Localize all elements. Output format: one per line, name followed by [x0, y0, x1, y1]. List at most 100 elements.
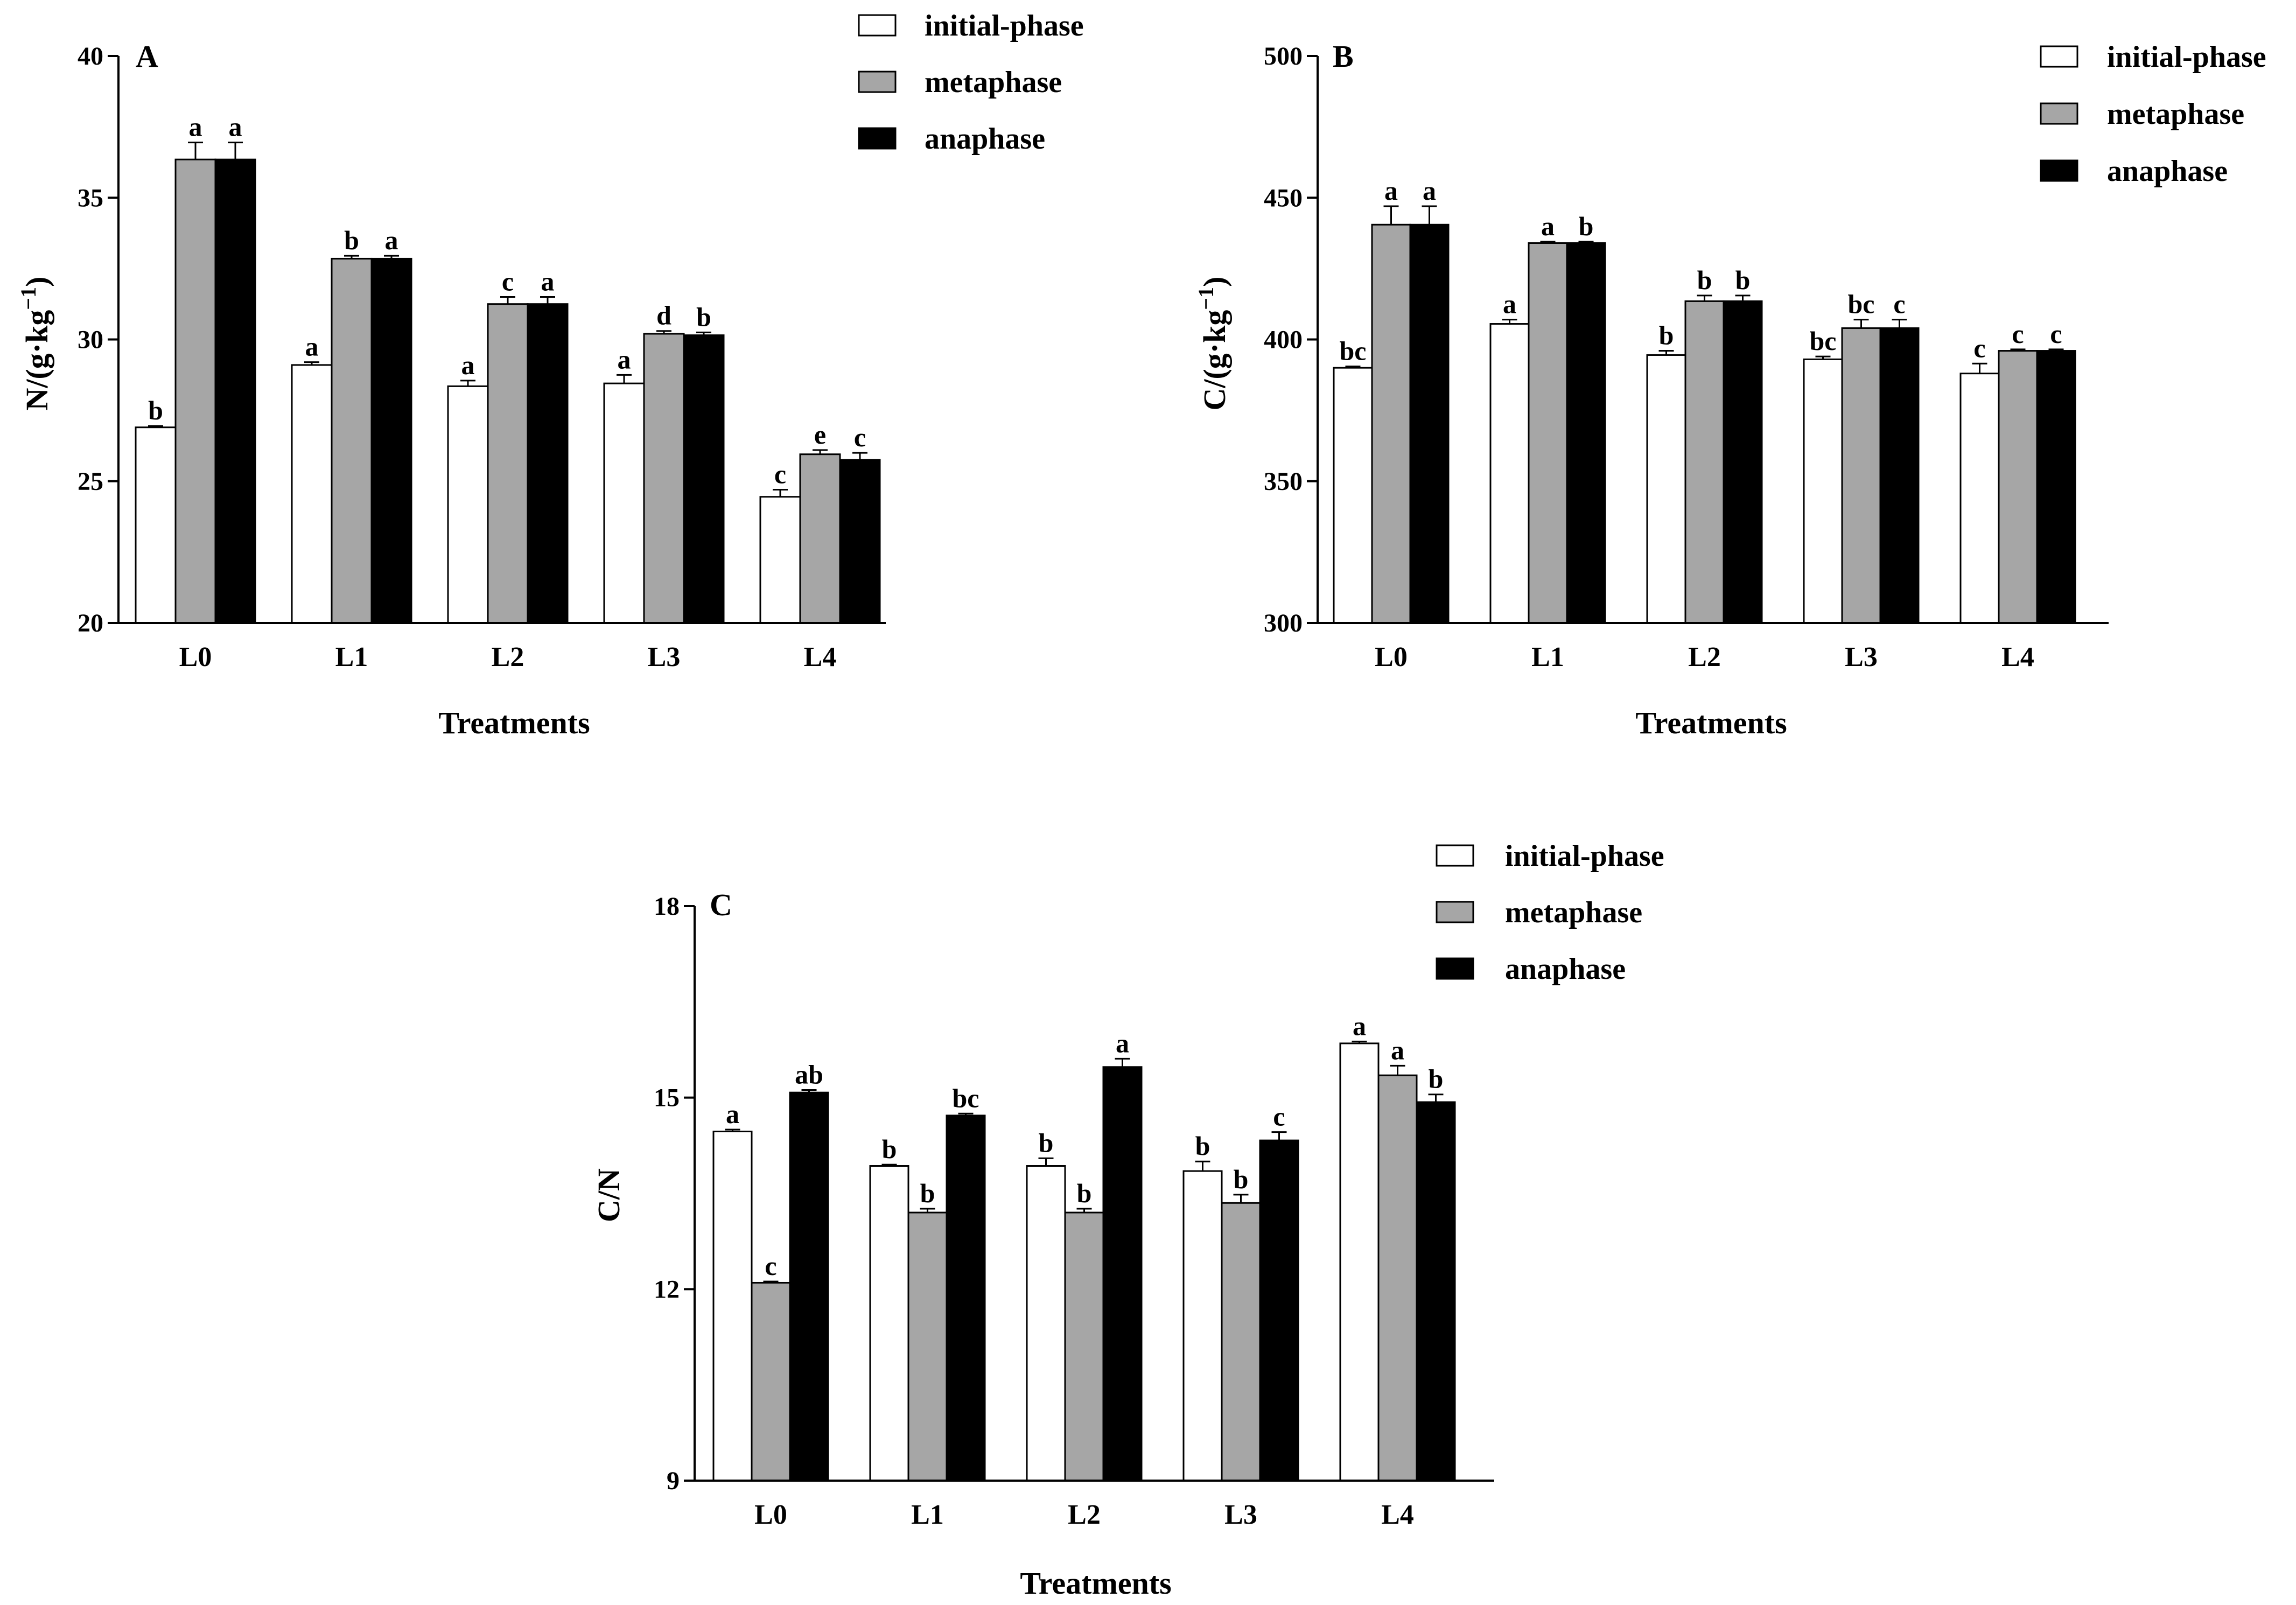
- y-tick-label: 20: [78, 609, 103, 637]
- significance-label-metaphase-L4: c: [2012, 319, 2024, 349]
- y-tick-label: 450: [1264, 184, 1303, 212]
- panel-b-y-axis-title: C/(g·kg−1): [1194, 276, 1232, 410]
- legend-label-initial-phase: initial-phase: [1505, 839, 1664, 873]
- bar-metaphase-L1: [331, 257, 373, 624]
- bar-metaphase-L3: [643, 333, 685, 624]
- significance-label-anaphase-L0: a: [1423, 176, 1436, 206]
- significance-label-initial-phase-L2: b: [1039, 1127, 1054, 1158]
- panel-b-y-title-main: C/(g·kg: [1197, 310, 1232, 411]
- significance-label-metaphase-L0: a: [189, 112, 202, 142]
- bar-metaphase-L3: [1221, 1202, 1261, 1482]
- bar-initial-phase-L0: [135, 426, 177, 624]
- bar-metaphase-L4: [799, 453, 841, 624]
- significance-label-metaphase-L3: bc: [1848, 289, 1875, 319]
- bar-initial-phase-L1: [869, 1165, 909, 1482]
- bar-initial-phase-L0: [1333, 367, 1373, 624]
- significance-label-anaphase-L2: a: [541, 267, 555, 297]
- significance-label-anaphase-L1: bc: [953, 1083, 979, 1113]
- significance-label-metaphase-L4: e: [814, 419, 826, 450]
- significance-label-initial-phase-L0: b: [148, 395, 163, 425]
- legend-label-metaphase: metaphase: [1505, 896, 1642, 929]
- panel-c-ticks: 9 12 15 18 L0 L1 L2 L3 L4: [654, 892, 1414, 1530]
- panel-a-legend: initial-phase metaphase anaphase: [858, 9, 1084, 156]
- significance-label-anaphase-L2: b: [1735, 265, 1751, 295]
- bar-metaphase-L0: [174, 158, 216, 624]
- y-tick-label: 12: [654, 1275, 680, 1303]
- significance-label-initial-phase-L3: a: [618, 344, 631, 374]
- y-tick-label: 40: [78, 42, 103, 71]
- significance-label-initial-phase-L2: b: [1659, 320, 1674, 351]
- bar-metaphase-L1: [907, 1211, 948, 1482]
- legend-label-anaphase: anaphase: [1505, 952, 1626, 986]
- bar-anaphase-L2: [527, 303, 569, 624]
- panel-a-axes: [117, 56, 886, 624]
- y-tick-label: 15: [654, 1084, 680, 1112]
- panel-a-y-title-sup: −1: [16, 287, 40, 310]
- bar-initial-phase-L2: [1646, 354, 1686, 624]
- significance-label-metaphase-L1: a: [1541, 211, 1555, 241]
- panel-c-y-title-main: C/N: [591, 1168, 626, 1222]
- significance-label-initial-phase-L3: b: [1195, 1131, 1210, 1161]
- bar-initial-phase-L4: [759, 496, 801, 624]
- x-tick-label-L0: L0: [754, 1499, 787, 1530]
- bar-anaphase-L0: [1409, 223, 1450, 624]
- y-tick-label: 350: [1264, 467, 1303, 496]
- x-tick-label-L3: L3: [648, 642, 681, 672]
- significance-label-initial-phase-L3: bc: [1810, 326, 1837, 356]
- legend-label-initial-phase: initial-phase: [2107, 40, 2266, 74]
- panel-b-y-title-tail: ): [1197, 276, 1232, 286]
- legend-swatch-initial-phase: [2040, 45, 2078, 68]
- legend-swatch-initial-phase: [858, 14, 897, 37]
- significance-label-metaphase-L4: a: [1391, 1035, 1404, 1065]
- panel-a-x-axis-title: Treatments: [438, 705, 590, 740]
- x-tick-label-L1: L1: [335, 642, 368, 672]
- significance-label-metaphase-L1: b: [344, 225, 359, 255]
- panel-b-legend: initial-phase metaphase anaphase: [2040, 40, 2266, 188]
- legend-label-metaphase: metaphase: [2107, 97, 2244, 131]
- bar-anaphase-L3: [1259, 1139, 1299, 1482]
- x-tick-label-L4: L4: [1381, 1499, 1414, 1530]
- x-tick-label-L2: L2: [1068, 1499, 1101, 1530]
- bar-initial-phase-L1: [291, 364, 333, 624]
- panel-a-ticks: 20 25 30 35 40 L0 L1 L2 L3 L4: [78, 42, 836, 672]
- bar-anaphase-L1: [370, 257, 412, 624]
- bar-anaphase-L2: [1102, 1066, 1143, 1482]
- significance-label-anaphase-L1: a: [385, 225, 398, 255]
- legend-swatch-metaphase: [1436, 901, 1474, 923]
- panel-a-bars: ba aab aac aad bce c: [135, 112, 881, 624]
- x-tick-label-L2: L2: [492, 642, 524, 672]
- significance-label-anaphase-L4: c: [854, 422, 866, 452]
- panel-b-axes: [1317, 56, 2109, 624]
- bar-anaphase-L3: [1879, 327, 1920, 624]
- bar-initial-phase-L3: [1182, 1170, 1223, 1482]
- bar-anaphase-L1: [1566, 242, 1606, 624]
- bar-metaphase-L0: [751, 1281, 791, 1482]
- significance-label-metaphase-L3: d: [656, 300, 671, 331]
- significance-label-metaphase-L2: b: [1697, 265, 1712, 295]
- bar-initial-phase-L3: [603, 382, 645, 624]
- significance-label-anaphase-L1: b: [1579, 211, 1594, 241]
- y-tick-label: 35: [78, 184, 103, 212]
- bar-initial-phase-L1: [1489, 323, 1530, 624]
- significance-label-initial-phase-L4: c: [774, 459, 786, 489]
- panel-b-y-title-sup: −1: [1194, 287, 1218, 310]
- significance-label-initial-phase-L2: a: [461, 350, 475, 380]
- panel-a-label: A: [136, 39, 158, 74]
- bar-anaphase-L4: [1416, 1101, 1456, 1482]
- significance-label-metaphase-L0: c: [765, 1251, 776, 1281]
- bar-metaphase-L1: [1528, 242, 1568, 624]
- significance-label-metaphase-L1: b: [920, 1178, 935, 1208]
- significance-label-initial-phase-L1: a: [1503, 289, 1516, 319]
- bar-anaphase-L3: [683, 334, 725, 624]
- significance-label-metaphase-L2: c: [502, 267, 514, 297]
- panel-b-x-axis-title: Treatments: [1635, 705, 1787, 740]
- legend-swatch-anaphase: [858, 127, 897, 150]
- bar-metaphase-L2: [1064, 1211, 1104, 1482]
- panel-a-y-title-tail: ): [19, 276, 54, 286]
- bar-anaphase-L0: [214, 158, 256, 624]
- significance-label-initial-phase-L4: c: [1973, 333, 1985, 363]
- legend-label-metaphase: metaphase: [925, 66, 1062, 99]
